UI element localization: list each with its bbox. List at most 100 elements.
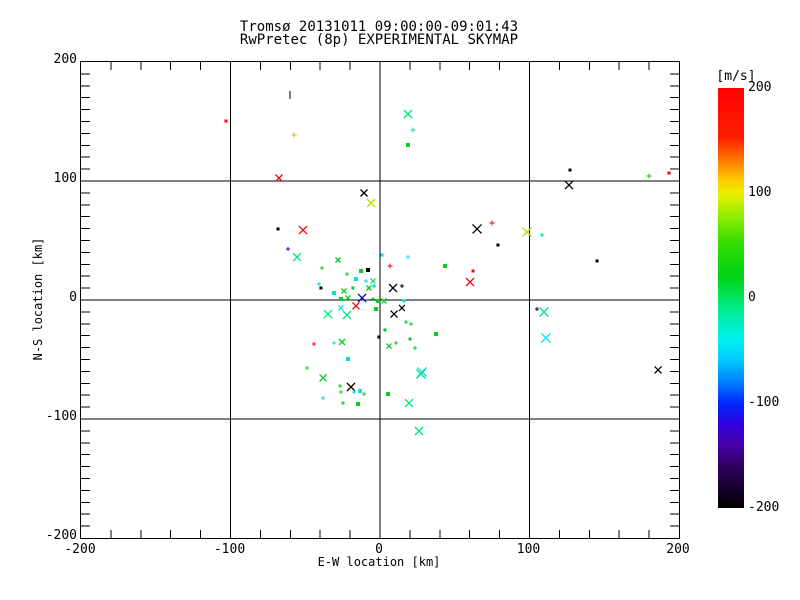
data-point [321,396,326,401]
data-point [376,298,381,303]
data-point [540,233,544,237]
data-point [405,142,410,147]
data-point [359,268,364,273]
data-point [465,277,475,287]
y-axis-label: N-S location [km] [31,237,45,361]
colorbar [718,88,744,508]
data-point [398,304,406,312]
data-point [373,307,378,312]
data-point [319,286,323,290]
data-point [292,252,302,262]
data-point [338,297,343,302]
data-point [540,333,551,343]
data-point [224,119,228,123]
data-point [305,365,310,370]
data-point [539,307,549,317]
colorbar-tick-label: -200 [748,500,780,515]
colorbar-tick-label: 100 [748,185,772,200]
data-point [331,290,336,295]
data-point [338,338,346,346]
data-point [317,282,322,287]
data-point [344,272,349,277]
data-point [434,332,439,337]
data-point [388,283,398,293]
data-point [414,426,424,436]
plot-title: Tromsø 20131011 09:00:00-09:01:43 RwPret… [80,19,678,48]
data-point [370,297,375,302]
y-tick-label: 200 [53,52,77,67]
data-point [362,392,367,397]
data-point [417,367,427,377]
scatter-layer [81,62,679,538]
data-point [393,340,398,345]
data-point [351,301,360,310]
data-point [443,263,448,268]
data-point [312,342,317,347]
data-point [654,366,663,374]
data-point [341,401,346,406]
data-point [386,392,391,397]
data-point [489,220,495,226]
data-point [405,255,410,260]
y-tick-label: -200 [45,528,77,543]
x-tick-label: 200 [666,542,690,557]
data-point [351,286,355,290]
data-point [472,223,482,234]
data-point [377,335,381,339]
data-point [408,337,412,341]
data-point [356,402,361,407]
x-tick-label: -100 [213,542,246,557]
y-tick-label: 100 [53,171,77,186]
data-point [383,328,387,332]
data-point [402,299,406,303]
title-line-1: Tromsø 20131011 09:00:00-09:01:43 [239,19,519,35]
x-tick-label: 100 [516,542,541,557]
data-point [351,389,356,394]
colorbar-tick-label: 0 [748,290,756,305]
data-point [274,174,283,182]
data-point [404,398,414,408]
data-point [412,345,417,350]
data-point [416,369,426,379]
data-point [667,171,671,175]
data-point [346,357,351,362]
x-tick-label: 0 [375,542,383,557]
data-point [298,225,308,235]
data-point [399,283,404,288]
colorbar-tick-label: -100 [748,395,780,410]
data-point [357,293,367,303]
data-point [386,343,392,350]
data-point [338,305,344,311]
data-point [521,227,532,238]
data-point [346,382,356,392]
data-point [276,227,280,231]
data-point [345,295,351,301]
data-point [338,389,343,394]
data-point [319,265,324,270]
data-point [370,278,376,284]
data-point [342,310,352,320]
data-point [410,127,416,133]
data-point [403,109,413,119]
data-point [380,253,384,257]
data-point [363,278,368,283]
x-tick-label: -200 [64,542,96,557]
data-point [372,284,376,288]
data-point [568,168,572,172]
data-point [337,384,342,389]
data-point [366,198,376,208]
data-point [390,310,399,319]
title-line-2: RwPretec (8p) EXPERIMENTAL SKYMAP [239,32,519,48]
data-point [646,173,652,179]
data-point [534,307,539,312]
data-point [331,340,336,345]
data-point [335,257,341,263]
data-point [360,189,368,197]
colorbar-tick-label: 200 [748,80,772,95]
data-point [595,259,599,263]
y-tick-label: 0 [69,290,77,305]
data-point [365,285,372,291]
data-point [291,132,297,138]
data-point [496,243,500,247]
